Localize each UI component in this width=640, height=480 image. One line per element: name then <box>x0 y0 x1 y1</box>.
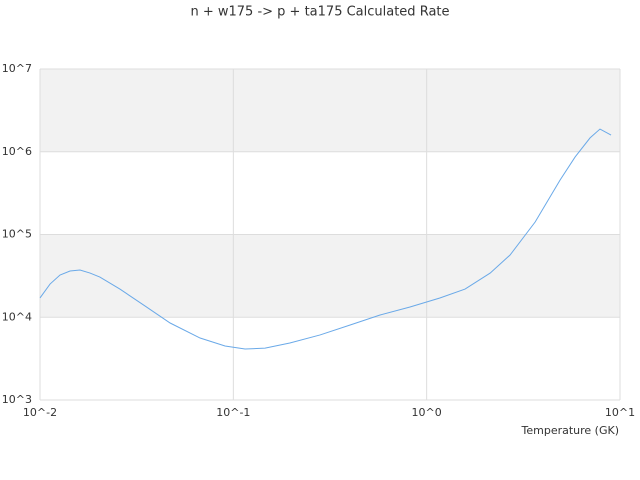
x-axis-label: Temperature (GK) <box>521 424 620 437</box>
y-tick-label: 10^5 <box>2 228 32 241</box>
chart-title: n + w175 -> p + ta175 Calculated Rate <box>190 5 449 20</box>
data-line <box>39 128 612 350</box>
grid-band <box>40 69 620 152</box>
y-tick-label: 10^4 <box>2 310 32 323</box>
x-tick-label: 10^1 <box>605 406 635 419</box>
grid-band <box>40 234 620 318</box>
y-tick-label: 10^3 <box>2 393 32 406</box>
x-tick-label: 10^0 <box>412 406 442 419</box>
x-tick-label: 10^-1 <box>216 406 250 419</box>
y-tick-label: 10^7 <box>2 62 32 75</box>
x-tick-label: 10^-2 <box>23 406 57 419</box>
y-tick-label: 10^6 <box>2 145 32 158</box>
